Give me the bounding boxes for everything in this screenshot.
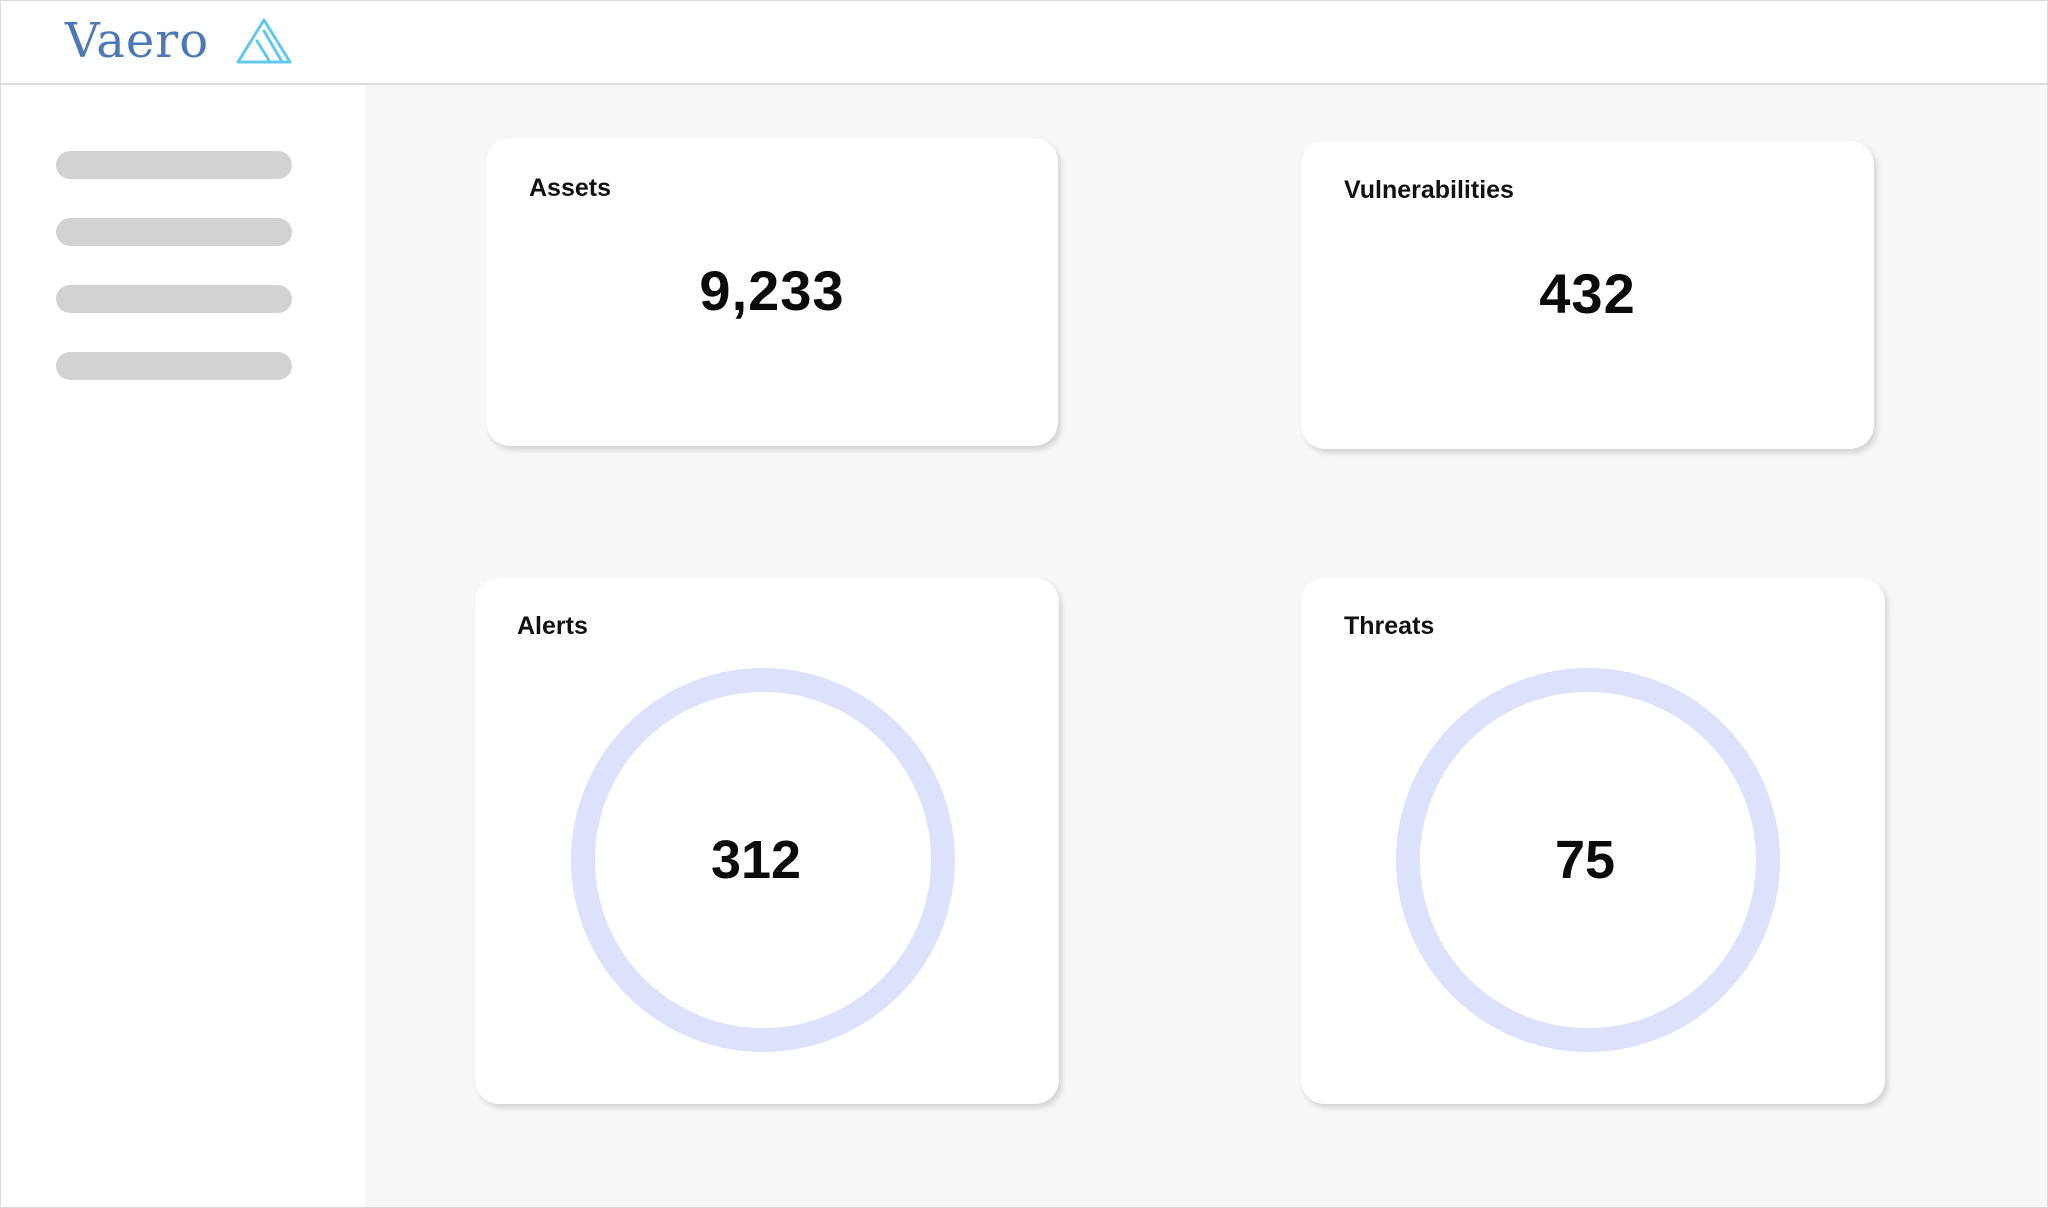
threats-card-title: Threats [1344,612,1435,640]
assets-card-title: Assets [529,174,611,202]
sidebar-item-placeholder[interactable] [56,285,292,313]
sidebar [1,85,365,1207]
assets-count: 9,233 [699,259,845,322]
vulnerabilities-card-title: Vulnerabilities [1344,176,1514,204]
vulnerabilities-card[interactable]: Vulnerabilities 432 [1301,141,1874,449]
alerts-donut-track [571,668,955,1052]
top-bar: Vaero [1,1,2047,85]
alerts-donut-chart: 312 [571,668,955,1052]
brand[interactable]: Vaero [65,13,293,69]
alerts-card-title: Alerts [517,612,588,640]
vulnerabilities-count: 432 [1539,262,1636,325]
threats-donut-chart: 75 [1396,668,1780,1052]
sidebar-item-placeholder[interactable] [56,151,292,179]
brand-name: Vaero [65,13,210,69]
assets-card[interactable]: Assets 9,233 [486,138,1058,446]
threats-donut-track [1396,668,1780,1052]
sidebar-item-placeholder[interactable] [56,218,292,246]
sidebar-item-placeholder[interactable] [56,352,292,380]
alerts-count: 312 [711,830,801,890]
threats-card[interactable]: Threats 75 [1301,578,1885,1104]
threats-count: 75 [1555,830,1615,890]
triangle-logo-icon [236,18,292,64]
alerts-card[interactable]: Alerts 312 [475,578,1059,1104]
